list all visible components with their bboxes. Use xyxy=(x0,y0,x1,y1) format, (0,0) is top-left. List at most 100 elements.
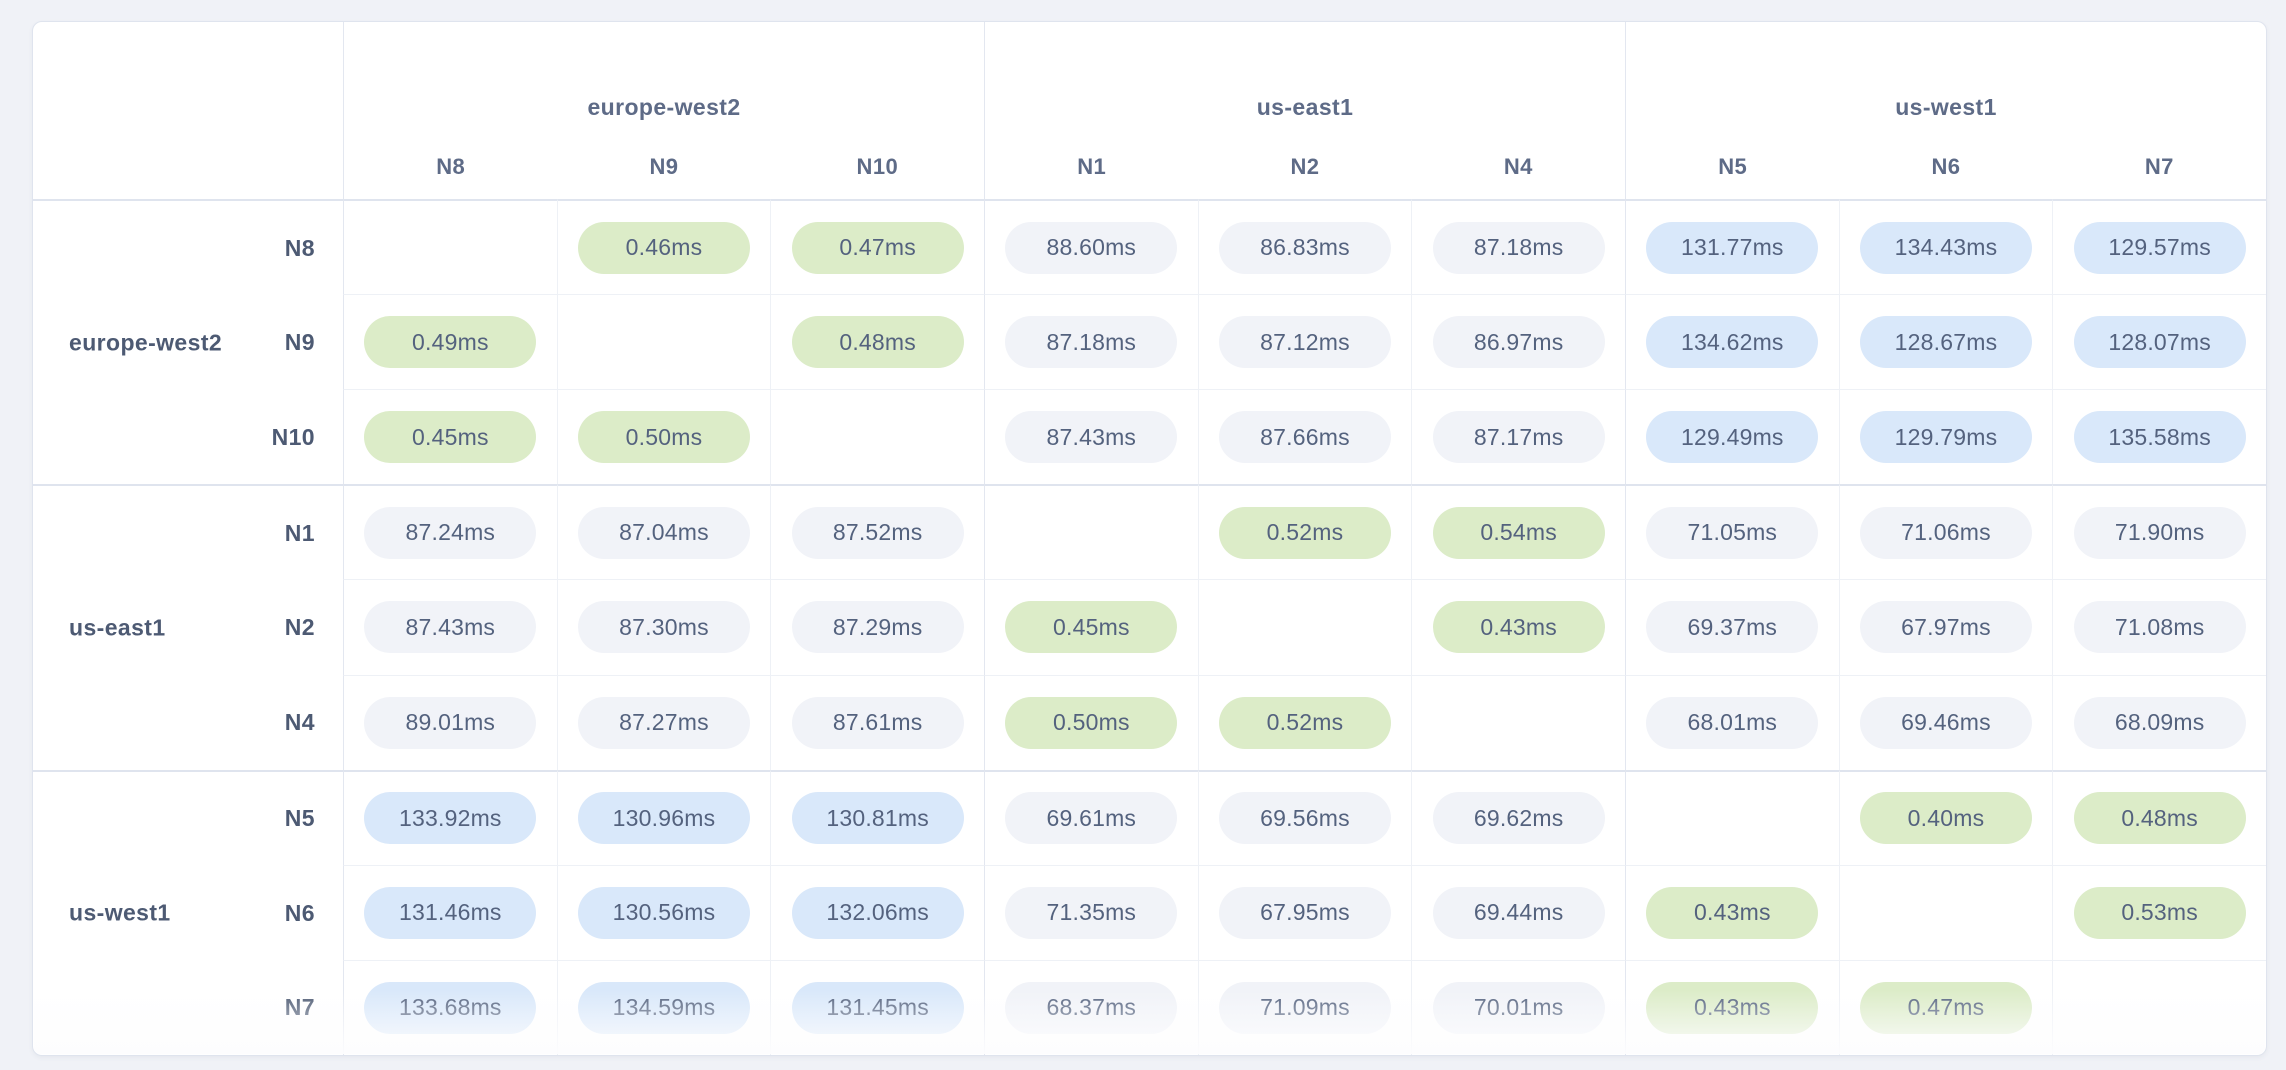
latency-pill[interactable]: 70.01ms xyxy=(1432,981,1605,1034)
latency-cell: 67.95ms xyxy=(1197,864,1412,960)
latency-pill[interactable]: 89.01ms xyxy=(364,696,537,749)
latency-cell: 68.01ms xyxy=(1625,674,1839,770)
latency-cell: 132.06ms xyxy=(770,864,984,960)
latency-pill[interactable]: 87.61ms xyxy=(791,696,964,749)
column-node-row: N1 N2 N4 xyxy=(985,135,1625,199)
latency-pill[interactable]: 69.56ms xyxy=(1218,792,1391,845)
latency-pill[interactable]: 130.56ms xyxy=(577,886,750,939)
row-node-header: N10 xyxy=(271,423,315,450)
latency-pill[interactable]: 0.50ms xyxy=(577,411,750,464)
latency-pill[interactable]: 131.77ms xyxy=(1646,221,1819,274)
latency-pill[interactable]: 87.04ms xyxy=(577,506,750,559)
latency-pill[interactable]: 129.79ms xyxy=(1859,411,2032,464)
column-node-header: N10 xyxy=(856,154,899,179)
latency-pill[interactable]: 0.54ms xyxy=(1432,506,1605,559)
latency-pill[interactable]: 87.66ms xyxy=(1218,411,1391,464)
latency-cell: 130.81ms xyxy=(770,769,984,865)
latency-pill[interactable]: 87.18ms xyxy=(1005,316,1178,369)
latency-pill[interactable]: 69.46ms xyxy=(1859,696,2032,749)
latency-pill[interactable]: 68.37ms xyxy=(1005,981,1178,1034)
latency-pill[interactable]: 87.27ms xyxy=(577,696,750,749)
latency-pill[interactable]: 71.05ms xyxy=(1646,506,1819,559)
latency-pill[interactable]: 129.57ms xyxy=(2073,221,2246,274)
latency-pill[interactable]: 0.48ms xyxy=(2073,792,2246,845)
latency-pill[interactable]: 87.12ms xyxy=(1218,316,1391,369)
latency-pill[interactable]: 71.90ms xyxy=(2073,506,2246,559)
latency-cell: 0.43ms xyxy=(1625,864,1839,960)
latency-pill[interactable]: 134.62ms xyxy=(1646,316,1819,369)
latency-pill[interactable]: 87.52ms xyxy=(791,506,964,559)
latency-cell: 86.97ms xyxy=(1411,294,1625,390)
latency-pill[interactable]: 71.09ms xyxy=(1218,981,1391,1034)
latency-cell-self xyxy=(1411,674,1625,770)
latency-pill[interactable]: 0.52ms xyxy=(1218,696,1391,749)
latency-pill[interactable]: 134.59ms xyxy=(577,981,750,1034)
latency-pill[interactable]: 69.44ms xyxy=(1432,886,1605,939)
latency-pill[interactable]: 133.92ms xyxy=(364,792,537,845)
latency-pill[interactable]: 132.06ms xyxy=(791,886,964,939)
latency-pill[interactable]: 69.37ms xyxy=(1646,601,1819,654)
latency-pill[interactable]: 87.43ms xyxy=(1005,411,1178,464)
latency-pill[interactable]: 129.49ms xyxy=(1646,411,1819,464)
latency-matrix-card: europe-west2 N8 N9 N10 us-east1 N1 N2 N4 us-west… xyxy=(32,21,2267,1056)
latency-cell: 130.96ms xyxy=(556,769,771,865)
latency-cell: 131.77ms xyxy=(1625,199,1839,295)
latency-cell: 0.54ms xyxy=(1411,484,1625,580)
latency-pill[interactable]: 88.60ms xyxy=(1005,221,1178,274)
latency-pill[interactable]: 69.62ms xyxy=(1432,792,1605,845)
latency-pill[interactable]: 130.96ms xyxy=(577,792,750,845)
latency-cell: 0.45ms xyxy=(343,389,557,485)
latency-pill[interactable]: 0.49ms xyxy=(364,316,537,369)
row-group-label-cell: europe-west2 N8 N9 N10 xyxy=(33,199,343,484)
latency-pill[interactable]: 128.07ms xyxy=(2073,316,2246,369)
latency-pill[interactable]: 0.53ms xyxy=(2073,886,2246,939)
column-group-header: europe-west2 N8 N9 N10 xyxy=(343,22,984,199)
latency-pill[interactable]: 0.47ms xyxy=(1859,981,2032,1034)
latency-pill[interactable]: 0.52ms xyxy=(1218,506,1391,559)
latency-pill[interactable]: 87.18ms xyxy=(1432,221,1605,274)
latency-cell: 87.66ms xyxy=(1197,389,1412,485)
latency-pill[interactable]: 0.48ms xyxy=(791,316,964,369)
latency-pill[interactable]: 87.24ms xyxy=(364,506,537,559)
latency-pill[interactable]: 0.43ms xyxy=(1432,601,1605,654)
latency-cell: 131.46ms xyxy=(343,864,557,960)
latency-cell: 0.49ms xyxy=(343,294,557,390)
latency-cell: 128.67ms xyxy=(1838,294,2053,390)
latency-cell-self xyxy=(1197,579,1412,675)
latency-pill[interactable]: 134.43ms xyxy=(1859,221,2032,274)
latency-pill[interactable]: 87.43ms xyxy=(364,601,537,654)
latency-pill[interactable]: 131.46ms xyxy=(364,886,537,939)
latency-pill[interactable]: 131.45ms xyxy=(791,981,964,1034)
latency-pill[interactable]: 68.01ms xyxy=(1646,696,1819,749)
latency-pill[interactable]: 71.06ms xyxy=(1859,506,2032,559)
latency-pill[interactable]: 87.17ms xyxy=(1432,411,1605,464)
latency-cell: 0.43ms xyxy=(1625,959,1839,1055)
column-node-row: N8 N9 N10 xyxy=(344,135,984,199)
latency-pill[interactable]: 87.30ms xyxy=(577,601,750,654)
latency-pill[interactable]: 86.83ms xyxy=(1218,221,1391,274)
latency-pill[interactable]: 128.67ms xyxy=(1859,316,2032,369)
latency-cell: 71.06ms xyxy=(1838,484,2053,580)
latency-pill[interactable]: 71.08ms xyxy=(2073,601,2246,654)
latency-pill[interactable]: 69.61ms xyxy=(1005,792,1178,845)
latency-pill[interactable]: 130.81ms xyxy=(791,792,964,845)
latency-pill[interactable]: 86.97ms xyxy=(1432,316,1605,369)
latency-pill[interactable]: 0.50ms xyxy=(1005,696,1178,749)
latency-pill[interactable]: 68.09ms xyxy=(2073,696,2246,749)
latency-pill[interactable]: 0.46ms xyxy=(577,221,750,274)
latency-pill[interactable]: 0.45ms xyxy=(1005,601,1178,654)
latency-cell: 71.05ms xyxy=(1625,484,1839,580)
latency-pill[interactable]: 87.29ms xyxy=(791,601,964,654)
latency-cell: 134.43ms xyxy=(1838,199,2053,295)
latency-pill[interactable]: 0.47ms xyxy=(791,221,964,274)
latency-pill[interactable]: 135.58ms xyxy=(2073,411,2246,464)
latency-pill[interactable]: 0.43ms xyxy=(1646,886,1819,939)
latency-pill[interactable]: 71.35ms xyxy=(1005,886,1178,939)
latency-pill[interactable]: 0.43ms xyxy=(1646,981,1819,1034)
latency-pill[interactable]: 0.40ms xyxy=(1859,792,2032,845)
latency-pill[interactable]: 0.45ms xyxy=(364,411,537,464)
latency-pill[interactable]: 67.97ms xyxy=(1859,601,2032,654)
latency-pill[interactable]: 67.95ms xyxy=(1218,886,1391,939)
latency-pill[interactable]: 133.68ms xyxy=(364,981,537,1034)
